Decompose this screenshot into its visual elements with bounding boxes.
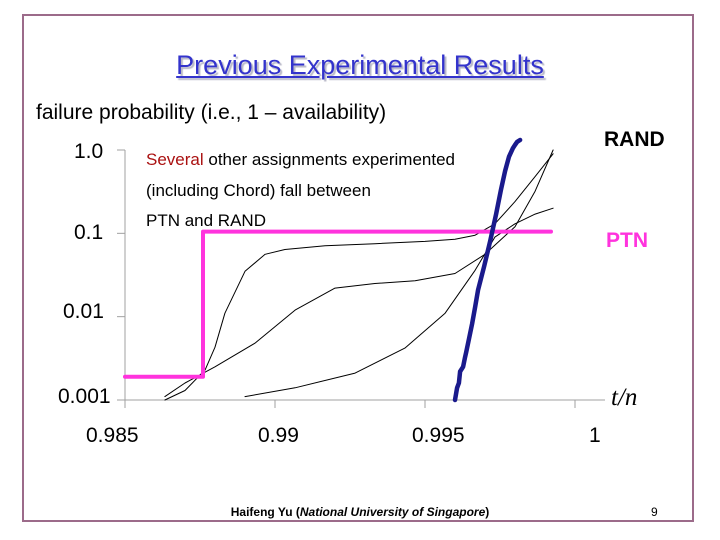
series-line-other (164, 149, 554, 398)
y-tick-label: 0.1 (74, 221, 104, 244)
x-tick-label: 0.99 (258, 424, 299, 447)
ptn-series-label: PTN (606, 229, 648, 252)
page-number: 9 (651, 505, 658, 519)
y-axis-label: failure probability (i.e., 1 – availabil… (36, 101, 387, 124)
annotation-line-2: (including Chord) fall between (146, 181, 371, 200)
x-tick-label: 0.995 (412, 424, 465, 447)
footer-credit: Haifeng Yu (National University of Singa… (0, 505, 720, 519)
series-line-rand (452, 137, 523, 403)
annotation-highlight: Several (146, 150, 204, 169)
footer-affiliation: National University of Singapore (299, 505, 486, 519)
series-line-other (244, 207, 554, 398)
slide-title: Previous Experimental Results (176, 50, 544, 80)
x-tick-label: 1 (589, 424, 601, 447)
series-line-ptn (123, 229, 553, 379)
x-tick-label: 0.985 (86, 424, 139, 447)
slide-frame (22, 14, 694, 522)
annotation-line-3: PTN and RAND (146, 211, 266, 230)
y-tick-label: 1.0 (74, 140, 104, 163)
annotation-text: other assignments experimented (203, 150, 455, 169)
footer-author: Haifeng Yu ( (230, 505, 300, 519)
rand-series-label: RAND (604, 128, 665, 151)
x-axis-variable: t/n (611, 384, 638, 411)
y-tick-label: 0.001 (58, 385, 111, 408)
y-tick-label: 0.01 (63, 300, 104, 323)
annotation-line-1: Several other assignments experimented (146, 150, 455, 170)
series-line-other (164, 153, 554, 401)
footer-close: ) (485, 505, 490, 519)
